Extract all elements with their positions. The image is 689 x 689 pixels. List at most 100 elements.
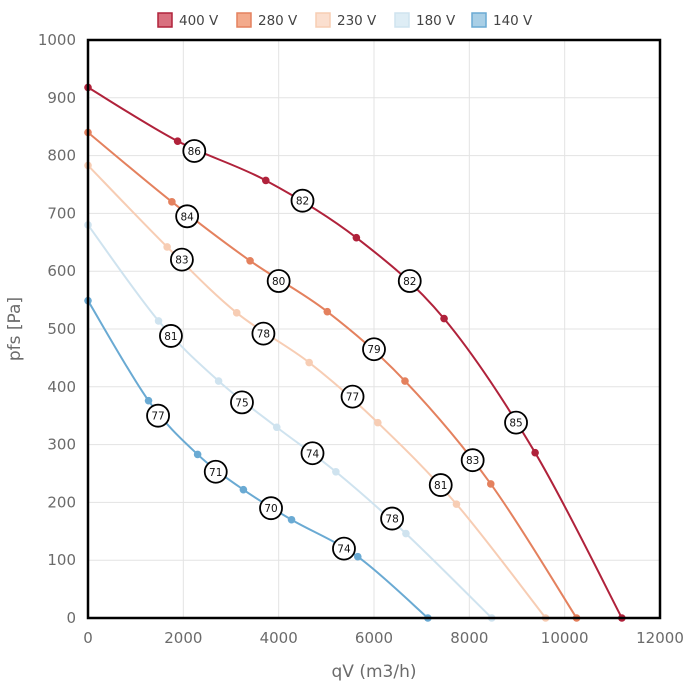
efficiency-label: 84 — [175, 204, 200, 229]
efficiency-label-circle — [203, 459, 228, 484]
efficiency-label: 74 — [300, 441, 325, 466]
efficiency-label: 71 — [203, 459, 228, 484]
efficiency-label: 77 — [340, 384, 365, 409]
efficiency-label-circle — [266, 269, 291, 293]
axis-ticks: 0 2000 4000 6000 8000 10000 12000 0 100 200 300 400… — [38, 31, 684, 647]
x-tick-label: 6000 — [355, 629, 393, 647]
efficiency-label-text: 77 — [151, 411, 164, 423]
efficiency-label-text: 74 — [337, 544, 351, 556]
data-point — [452, 500, 461, 508]
efficiency-label-circle — [159, 324, 183, 348]
y-tick-label: 800 — [47, 147, 76, 165]
efficiency-label: 81 — [428, 473, 453, 497]
efficiency-label-text: 80 — [272, 276, 285, 288]
efficiency-label-circle — [362, 337, 386, 362]
series-points — [84, 83, 626, 622]
legend-label: 230 V — [337, 13, 377, 29]
efficiency-label-text: 75 — [235, 397, 248, 409]
data-point — [374, 418, 382, 427]
y-tick-label: 700 — [47, 204, 76, 222]
efficiency-label-text: 85 — [509, 418, 522, 430]
efficiency-label-text: 81 — [434, 480, 447, 492]
data-point — [332, 467, 340, 476]
legend-swatch — [157, 12, 173, 28]
legend-label: 180 V — [416, 13, 456, 29]
legend-swatch — [471, 12, 487, 28]
legend-item-1[interactable]: 280 V — [236, 12, 298, 29]
efficiency-label-circle — [290, 188, 315, 213]
efficiency-label-circle — [428, 473, 453, 497]
legend[interactable]: 400 V 280 V 230 V 180 V 140 V — [157, 12, 533, 29]
efficiency-label-text: 71 — [209, 467, 222, 479]
data-point — [401, 377, 409, 385]
efficiency-label-text: 83 — [466, 455, 479, 467]
data-point — [352, 233, 361, 242]
efficiency-label-text: 83 — [175, 255, 188, 267]
efficiency-label: 83 — [170, 247, 194, 272]
data-point — [163, 243, 171, 251]
data-point — [144, 396, 153, 405]
efficiency-labels: 86 82 82 85 84 80 79 83 83 78 77 81 81 75 74 78 77 71 70 74 — [146, 139, 528, 561]
efficiency-label-text: 70 — [264, 503, 277, 515]
legend-swatch — [394, 12, 410, 28]
efficiency-label-circle — [259, 496, 283, 521]
efficiency-label-text: 82 — [296, 196, 309, 208]
legend-item-4[interactable]: 140 V — [471, 12, 533, 29]
legend-item-2[interactable]: 230 V — [315, 12, 377, 29]
legend-swatch — [315, 12, 331, 28]
legend-item-3[interactable]: 180 V — [394, 12, 456, 29]
legend-label: 280 V — [258, 13, 298, 29]
y-tick-label: 600 — [47, 262, 76, 280]
efficiency-label-text: 78 — [385, 514, 398, 526]
efficiency-label: 85 — [504, 410, 528, 435]
x-tick-label: 4000 — [260, 629, 298, 647]
x-tick-label: 2000 — [164, 629, 202, 647]
x-axis-title: qV (m3/h) — [332, 662, 417, 682]
efficiency-label-text: 74 — [306, 448, 320, 460]
data-point — [287, 515, 296, 524]
legend-swatch — [236, 12, 252, 28]
data-point — [353, 552, 362, 561]
legend-label: 140 V — [493, 13, 533, 29]
efficiency-label-circle — [300, 441, 325, 466]
efficiency-label: 80 — [266, 269, 291, 293]
efficiency-label-circle — [146, 403, 170, 428]
data-point — [272, 423, 281, 432]
y-axis-title: pfs [Pa] — [5, 297, 25, 361]
data-point — [323, 307, 332, 316]
efficiency-label: 83 — [460, 448, 485, 473]
efficiency-label: 70 — [259, 496, 283, 521]
x-tick-label: 10000 — [541, 629, 589, 647]
y-tick-label: 400 — [47, 378, 76, 396]
efficiency-label: 79 — [362, 337, 386, 362]
data-point — [173, 137, 182, 145]
efficiency-label: 82 — [290, 188, 315, 213]
efficiency-label: 78 — [251, 321, 276, 346]
series-line-1 — [87, 131, 578, 619]
plot-frame — [86, 38, 662, 620]
efficiency-label: 81 — [159, 324, 183, 348]
y-tick-label: 100 — [47, 551, 76, 569]
x-tick-label: 12000 — [636, 629, 684, 647]
data-point — [486, 480, 495, 488]
data-point — [168, 198, 176, 206]
data-point — [531, 448, 539, 457]
data-point — [214, 377, 223, 385]
data-point — [305, 358, 313, 367]
efficiency-label-circle — [340, 384, 365, 409]
y-tick-label: 200 — [47, 493, 76, 511]
data-point — [232, 309, 241, 317]
legend-item-0[interactable]: 400 V — [157, 12, 219, 29]
efficiency-label-circle — [380, 506, 405, 531]
efficiency-label-circle — [397, 269, 422, 293]
y-tick-label: 1000 — [38, 31, 76, 49]
efficiency-label-text: 78 — [257, 329, 270, 341]
series-curves — [87, 86, 623, 619]
data-point — [402, 529, 410, 538]
x-tick-label: 8000 — [450, 629, 488, 647]
efficiency-label-circle — [175, 204, 200, 229]
series-line-2 — [87, 164, 547, 619]
efficiency-label-text: 86 — [188, 146, 202, 158]
series-line-0 — [87, 86, 623, 619]
